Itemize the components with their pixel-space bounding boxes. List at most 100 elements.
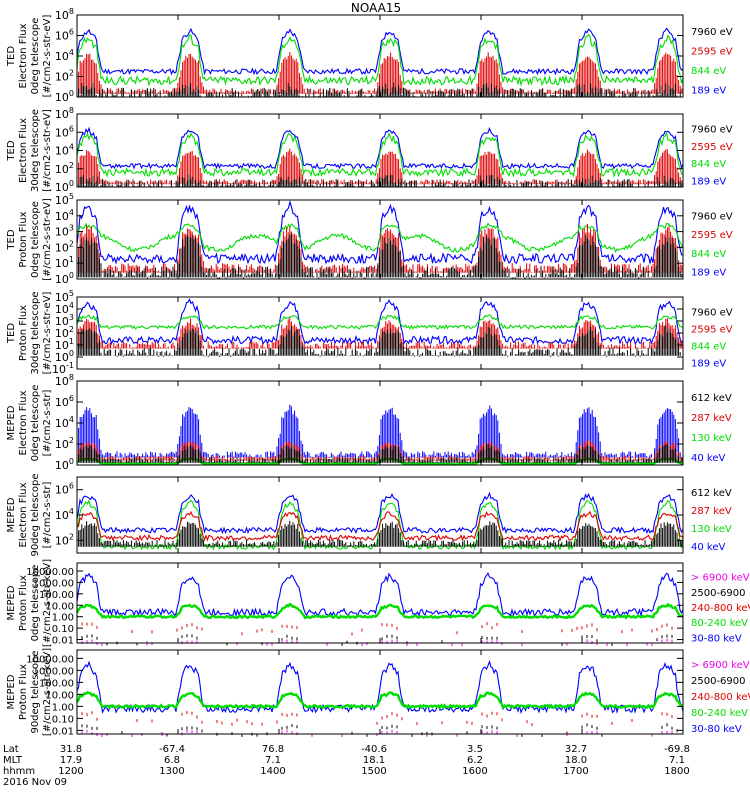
- y-axis-label-line: TED: [6, 46, 17, 67]
- trace-2500-6900: [81, 634, 673, 646]
- legend-entry: 2595 eV: [691, 325, 733, 336]
- panel-frame: [76, 649, 684, 735]
- footer-mlt-value: 7.1: [265, 755, 281, 766]
- trace-30-80-kev: [76, 659, 684, 715]
- trace-189-ev: [76, 27, 684, 76]
- y-tick-label: 104: [55, 507, 74, 522]
- footer-hhmm-value: 1500: [361, 766, 386, 777]
- y-tick-label: 102: [55, 69, 74, 84]
- y-tick-label: 100: [55, 457, 74, 472]
- y-tick-label: 1000.00: [33, 578, 74, 589]
- trace-844-ev: [76, 314, 684, 330]
- y-axis-label-line: Proton Flux: [18, 664, 29, 720]
- footer-mlt-value: 18.0: [565, 755, 587, 766]
- footer-mlt-value: 6.2: [467, 755, 483, 766]
- y-tick-label: 106: [55, 28, 74, 43]
- y-axis-label-line: [#/cm2-s-str-eV]: [42, 109, 53, 192]
- y-tick-label: 10000.00: [26, 654, 74, 665]
- legend-entry: 2595 eV: [691, 46, 733, 57]
- trace-844-ev: [76, 222, 684, 254]
- trace--6900-kev: [81, 729, 673, 737]
- legend-entry: 80-240 keV: [691, 618, 748, 629]
- y-axis-label-line: Electron Flux: [18, 23, 29, 88]
- footer-lat-value: -69.8: [664, 744, 690, 755]
- y-axis-label-line: 90deg telescope: [30, 473, 41, 556]
- y-tick-label: 100: [55, 179, 74, 194]
- trace-189-ev: [76, 298, 684, 346]
- legend-entry: 612 keV: [691, 393, 732, 404]
- legend-entry: 30-80 keV: [691, 633, 742, 644]
- y-tick-label: 100: [55, 271, 74, 286]
- y-tick-label: 1000.00: [33, 666, 74, 677]
- footer-hhmm-value: 1800: [664, 766, 689, 777]
- y-axis-label-line: [#/cm2-s-str-eV]: [42, 198, 53, 281]
- panel-1: 100 102 104 106 108 TED Electron Flux 0deg tele…: [6, 7, 733, 104]
- legend-entry: 612 keV: [691, 488, 732, 499]
- legend-entry: 240-800 keV: [691, 692, 750, 703]
- y-axis-label-line: TED: [6, 229, 17, 250]
- y-axis-label-line: Electron Flux: [18, 482, 29, 547]
- y-tick-label: 1.00: [52, 702, 74, 713]
- y-tick-label: 100.00: [39, 678, 74, 689]
- legend-entry: 7960 eV: [691, 308, 733, 319]
- trace-40-kev: [76, 491, 684, 535]
- y-axis-label-line: TED: [6, 323, 17, 344]
- y-axis-label-line: [#/cm2-s-str-keV]: [42, 648, 53, 736]
- y-tick-label: 108: [55, 373, 74, 388]
- y-tick-label: 108: [55, 7, 74, 22]
- y-axis-label-line: 30deg telescope: [30, 109, 41, 192]
- trace-844-ev: [76, 130, 684, 178]
- trace-189-ev: [76, 126, 684, 170]
- footer-axis-labels: LatMLThhmm31.817.91200-67.46.8130076.87.…: [3, 744, 690, 788]
- footer-date: 2016 Nov 09: [3, 777, 67, 788]
- footer-lat-value: -40.6: [361, 744, 387, 755]
- legend-entry: 189 eV: [691, 268, 726, 279]
- y-axis-label-line: 90deg telescope: [30, 650, 41, 733]
- footer-mlt-value: 17.9: [60, 755, 82, 766]
- y-tick-label: 104: [55, 415, 74, 430]
- legend-entry: 844 eV: [691, 249, 726, 260]
- y-tick-label: 1.00: [52, 613, 74, 624]
- footer-lat-value: 76.8: [262, 744, 284, 755]
- trace-844-ev: [76, 33, 684, 87]
- y-tick-label: 106: [55, 394, 74, 409]
- y-tick-label: 103: [55, 313, 74, 328]
- legend-entry: 2595 eV: [691, 142, 733, 153]
- footer-row-label: hhmm: [3, 766, 35, 777]
- y-tick-label: 104: [55, 301, 74, 316]
- y-axis-label-line: Electron Flux: [18, 118, 29, 183]
- footer-lat-value: 3.5: [467, 744, 483, 755]
- panel-frame: [76, 562, 684, 644]
- y-tick-label: 100: [55, 89, 74, 104]
- y-tick-label: 106: [55, 124, 74, 139]
- legend-entry: 287 keV: [691, 413, 732, 424]
- legend-entry: 2500-6900: [691, 588, 746, 599]
- y-tick-label: 102: [55, 239, 74, 254]
- footer-row-label: Lat: [3, 744, 19, 755]
- legend-entry: 80-240 keV: [691, 708, 748, 719]
- y-axis-label-line: 30deg telescope: [30, 291, 41, 374]
- y-axis-label-line: [#/cm2-s-str-eV]: [42, 15, 53, 98]
- y-axis-label-line: Proton Flux: [18, 211, 29, 267]
- y-tick-label: 105: [55, 192, 74, 207]
- legend-entry: 844 eV: [691, 66, 726, 77]
- y-axis-label-line: MEPED: [6, 405, 17, 440]
- legend-entry: 30-80 keV: [691, 724, 742, 735]
- y-tick-label: 0.01: [52, 636, 74, 647]
- footer-mlt-value: 6.8: [164, 755, 180, 766]
- legend-entry: 2500-6900: [691, 676, 746, 687]
- footer-lat-value: 32.7: [565, 744, 587, 755]
- y-tick-label: 10-1: [52, 361, 74, 376]
- panel-5: 100 102 104 106 108 MEPED Electron Flux 0deg te…: [6, 373, 732, 472]
- legend-entry: 40 keV: [691, 542, 725, 553]
- y-tick-label: 102: [55, 436, 74, 451]
- y-tick-label: 0.10: [52, 624, 74, 635]
- y-tick-label: 102: [55, 532, 74, 547]
- y-tick-label: 104: [55, 48, 74, 63]
- y-axis-label-line: 0deg telescope: [30, 201, 41, 278]
- y-tick-label: 102: [55, 325, 74, 340]
